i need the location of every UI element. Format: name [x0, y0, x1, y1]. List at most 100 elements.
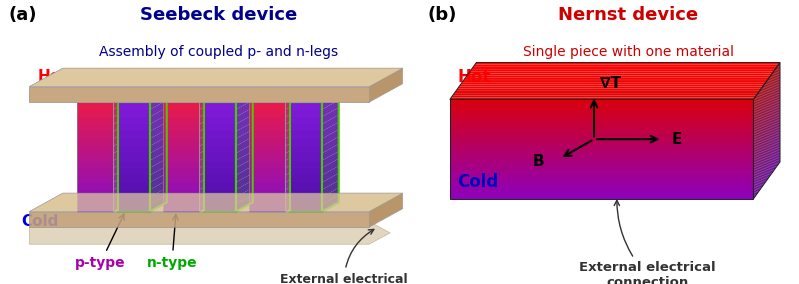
Polygon shape — [113, 158, 130, 175]
Polygon shape — [450, 189, 753, 191]
Polygon shape — [450, 106, 753, 108]
Polygon shape — [117, 102, 150, 110]
Polygon shape — [753, 112, 780, 151]
Polygon shape — [753, 77, 780, 116]
Polygon shape — [248, 124, 285, 131]
Polygon shape — [77, 102, 113, 110]
Polygon shape — [248, 168, 285, 175]
Polygon shape — [450, 149, 753, 151]
Polygon shape — [117, 117, 150, 124]
Polygon shape — [753, 135, 780, 174]
Polygon shape — [450, 124, 753, 126]
Polygon shape — [285, 122, 302, 139]
Polygon shape — [753, 96, 780, 134]
Polygon shape — [450, 171, 753, 172]
Polygon shape — [200, 166, 217, 182]
Polygon shape — [248, 131, 285, 139]
Polygon shape — [472, 66, 777, 68]
Polygon shape — [463, 79, 768, 81]
Polygon shape — [322, 181, 339, 197]
Polygon shape — [753, 145, 780, 184]
Polygon shape — [753, 117, 780, 156]
Polygon shape — [285, 166, 302, 182]
Polygon shape — [117, 124, 150, 131]
Polygon shape — [200, 144, 217, 160]
Polygon shape — [322, 100, 339, 117]
Polygon shape — [450, 128, 753, 129]
Polygon shape — [236, 151, 252, 168]
Polygon shape — [450, 197, 753, 199]
Polygon shape — [450, 185, 753, 187]
Polygon shape — [236, 100, 252, 117]
Polygon shape — [450, 111, 753, 113]
Polygon shape — [200, 122, 217, 139]
Text: External electrical
connection: External electrical connection — [280, 229, 407, 284]
Polygon shape — [753, 155, 780, 194]
Polygon shape — [322, 173, 339, 190]
Polygon shape — [464, 77, 769, 79]
Polygon shape — [753, 94, 780, 133]
Polygon shape — [467, 74, 772, 75]
Text: Cold: Cold — [457, 173, 499, 191]
Polygon shape — [77, 139, 113, 146]
Text: n-type: n-type — [147, 214, 197, 270]
Polygon shape — [290, 117, 322, 124]
Polygon shape — [200, 188, 217, 204]
Polygon shape — [204, 117, 236, 124]
Polygon shape — [113, 151, 130, 168]
Polygon shape — [204, 182, 236, 190]
Polygon shape — [113, 166, 130, 182]
Polygon shape — [753, 110, 780, 149]
Polygon shape — [162, 93, 217, 102]
Polygon shape — [162, 139, 200, 146]
Polygon shape — [200, 100, 217, 117]
Polygon shape — [450, 151, 753, 153]
Polygon shape — [753, 101, 780, 139]
Polygon shape — [285, 173, 302, 190]
Polygon shape — [77, 204, 113, 212]
Polygon shape — [450, 136, 753, 137]
Polygon shape — [450, 103, 753, 104]
Polygon shape — [162, 131, 200, 139]
Polygon shape — [113, 188, 130, 204]
Polygon shape — [30, 68, 403, 87]
Polygon shape — [290, 131, 322, 139]
Polygon shape — [753, 149, 780, 187]
Polygon shape — [285, 144, 302, 160]
Polygon shape — [150, 158, 167, 175]
Polygon shape — [290, 139, 322, 146]
Polygon shape — [450, 176, 753, 177]
Polygon shape — [450, 104, 753, 106]
Polygon shape — [753, 107, 780, 146]
Polygon shape — [753, 130, 780, 169]
Polygon shape — [450, 169, 753, 171]
Polygon shape — [753, 120, 780, 159]
Polygon shape — [117, 175, 150, 182]
Polygon shape — [290, 110, 322, 117]
Polygon shape — [450, 172, 753, 174]
Polygon shape — [322, 151, 339, 168]
Polygon shape — [117, 204, 150, 212]
Polygon shape — [30, 222, 390, 244]
Polygon shape — [117, 190, 150, 197]
Polygon shape — [753, 134, 780, 172]
Polygon shape — [753, 154, 780, 192]
Polygon shape — [236, 130, 252, 146]
Polygon shape — [236, 188, 252, 204]
Polygon shape — [204, 93, 252, 102]
Polygon shape — [753, 119, 780, 157]
Polygon shape — [117, 110, 150, 117]
Text: p-type: p-type — [75, 214, 126, 270]
Polygon shape — [248, 204, 285, 212]
Polygon shape — [753, 152, 780, 191]
Polygon shape — [322, 130, 339, 146]
Polygon shape — [248, 182, 285, 190]
Polygon shape — [117, 146, 150, 153]
Polygon shape — [285, 137, 302, 153]
Polygon shape — [200, 151, 217, 168]
Polygon shape — [753, 144, 780, 182]
Polygon shape — [248, 93, 302, 102]
Polygon shape — [285, 100, 302, 117]
Polygon shape — [204, 204, 236, 212]
Polygon shape — [753, 92, 780, 131]
